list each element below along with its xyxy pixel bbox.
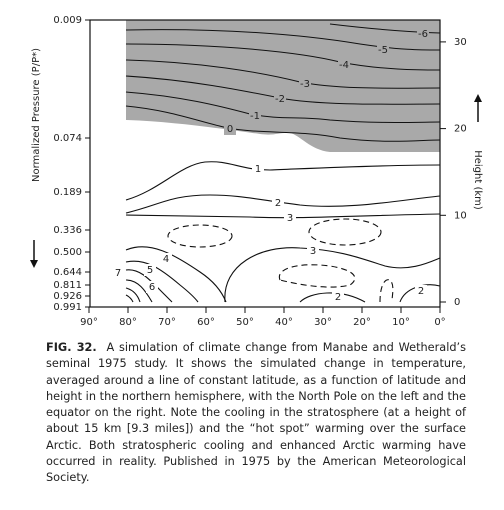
plot-frame bbox=[89, 19, 441, 308]
y-axis-label: Normalized Pressure (P/P*) bbox=[31, 48, 42, 182]
contour-label: 2 bbox=[418, 286, 424, 297]
y2-tick-label: 20 bbox=[454, 124, 467, 135]
x-tick-label: 0° bbox=[434, 317, 445, 328]
label-bg bbox=[112, 267, 124, 279]
contour-label: -6 bbox=[418, 29, 428, 40]
label-bg bbox=[332, 291, 344, 303]
arrow-head bbox=[474, 94, 482, 102]
y-tick-label: 0.644 bbox=[53, 267, 82, 278]
contour-label: 7 bbox=[115, 268, 121, 279]
y2-tick-label: 10 bbox=[454, 210, 467, 221]
contour-label: 2 bbox=[335, 292, 341, 303]
label-bg bbox=[224, 123, 236, 135]
label-bg bbox=[299, 78, 311, 90]
label-bg bbox=[274, 93, 286, 105]
label-bg bbox=[284, 212, 296, 224]
x-tick-label: 70° bbox=[158, 317, 176, 328]
y-tick-label: 0.811 bbox=[53, 280, 82, 291]
contour-label: -1 bbox=[250, 111, 260, 122]
y-tick-label: 0.189 bbox=[53, 187, 82, 198]
contour-label: 1 bbox=[255, 164, 261, 175]
x-tick-label: 20° bbox=[353, 317, 371, 328]
contour-label: 2 bbox=[275, 198, 281, 209]
label-bg bbox=[272, 197, 284, 209]
y-tick-label: 0.500 bbox=[53, 247, 82, 258]
label-bg bbox=[144, 264, 156, 276]
x-tick-label: 50° bbox=[236, 317, 254, 328]
label-bg bbox=[249, 110, 261, 122]
stratosphere-shade bbox=[126, 20, 440, 152]
arrow-head bbox=[30, 260, 38, 268]
caption-label: FIG. 32. bbox=[46, 341, 97, 354]
figure: Normalized Pressure (P/P*) Height (km) 0… bbox=[30, 15, 483, 328]
contour-label: -4 bbox=[339, 60, 349, 71]
label-bg bbox=[338, 59, 350, 71]
y-tick-label: 0.991 bbox=[53, 302, 82, 313]
y-tick-label: 0.336 bbox=[53, 225, 82, 236]
label-bg bbox=[307, 245, 319, 257]
x-tick-label: 80° bbox=[119, 317, 137, 328]
contour-label: -3 bbox=[300, 79, 310, 90]
y-tick-label: 0.074 bbox=[53, 133, 82, 144]
contour-label: 3 bbox=[310, 246, 316, 257]
contour-label: -5 bbox=[378, 45, 388, 56]
y-tick-label: 0.926 bbox=[53, 291, 82, 302]
caption-text: A simulation of climate change from Mana… bbox=[46, 341, 466, 485]
y2-tick-label: 0 bbox=[454, 297, 460, 308]
label-bg bbox=[417, 28, 429, 40]
x-tick-label: 10° bbox=[392, 317, 410, 328]
y-tick-label: 0.009 bbox=[53, 15, 82, 26]
contour-label: 4 bbox=[163, 254, 169, 265]
x-tick-label: 90° bbox=[80, 317, 98, 328]
label-bg bbox=[415, 285, 427, 297]
y2-axis-label: Height (km) bbox=[472, 150, 483, 210]
label-bg bbox=[252, 163, 264, 175]
contour-label: 3 bbox=[287, 213, 293, 224]
x-tick-label: 60° bbox=[197, 317, 215, 328]
label-bg bbox=[160, 253, 172, 265]
contour-label: 0 bbox=[227, 124, 233, 135]
contour-label: -2 bbox=[275, 94, 285, 105]
x-tick-label: 30° bbox=[314, 317, 332, 328]
contour-label: 5 bbox=[147, 265, 153, 276]
label-bg bbox=[377, 44, 389, 56]
x-tick-label: 40° bbox=[275, 317, 293, 328]
contour-label: 6 bbox=[149, 282, 155, 293]
caption: FIG. 32. A simulation of climate change … bbox=[46, 340, 466, 487]
label-bg bbox=[146, 281, 158, 293]
y2-tick-label: 30 bbox=[454, 37, 467, 48]
